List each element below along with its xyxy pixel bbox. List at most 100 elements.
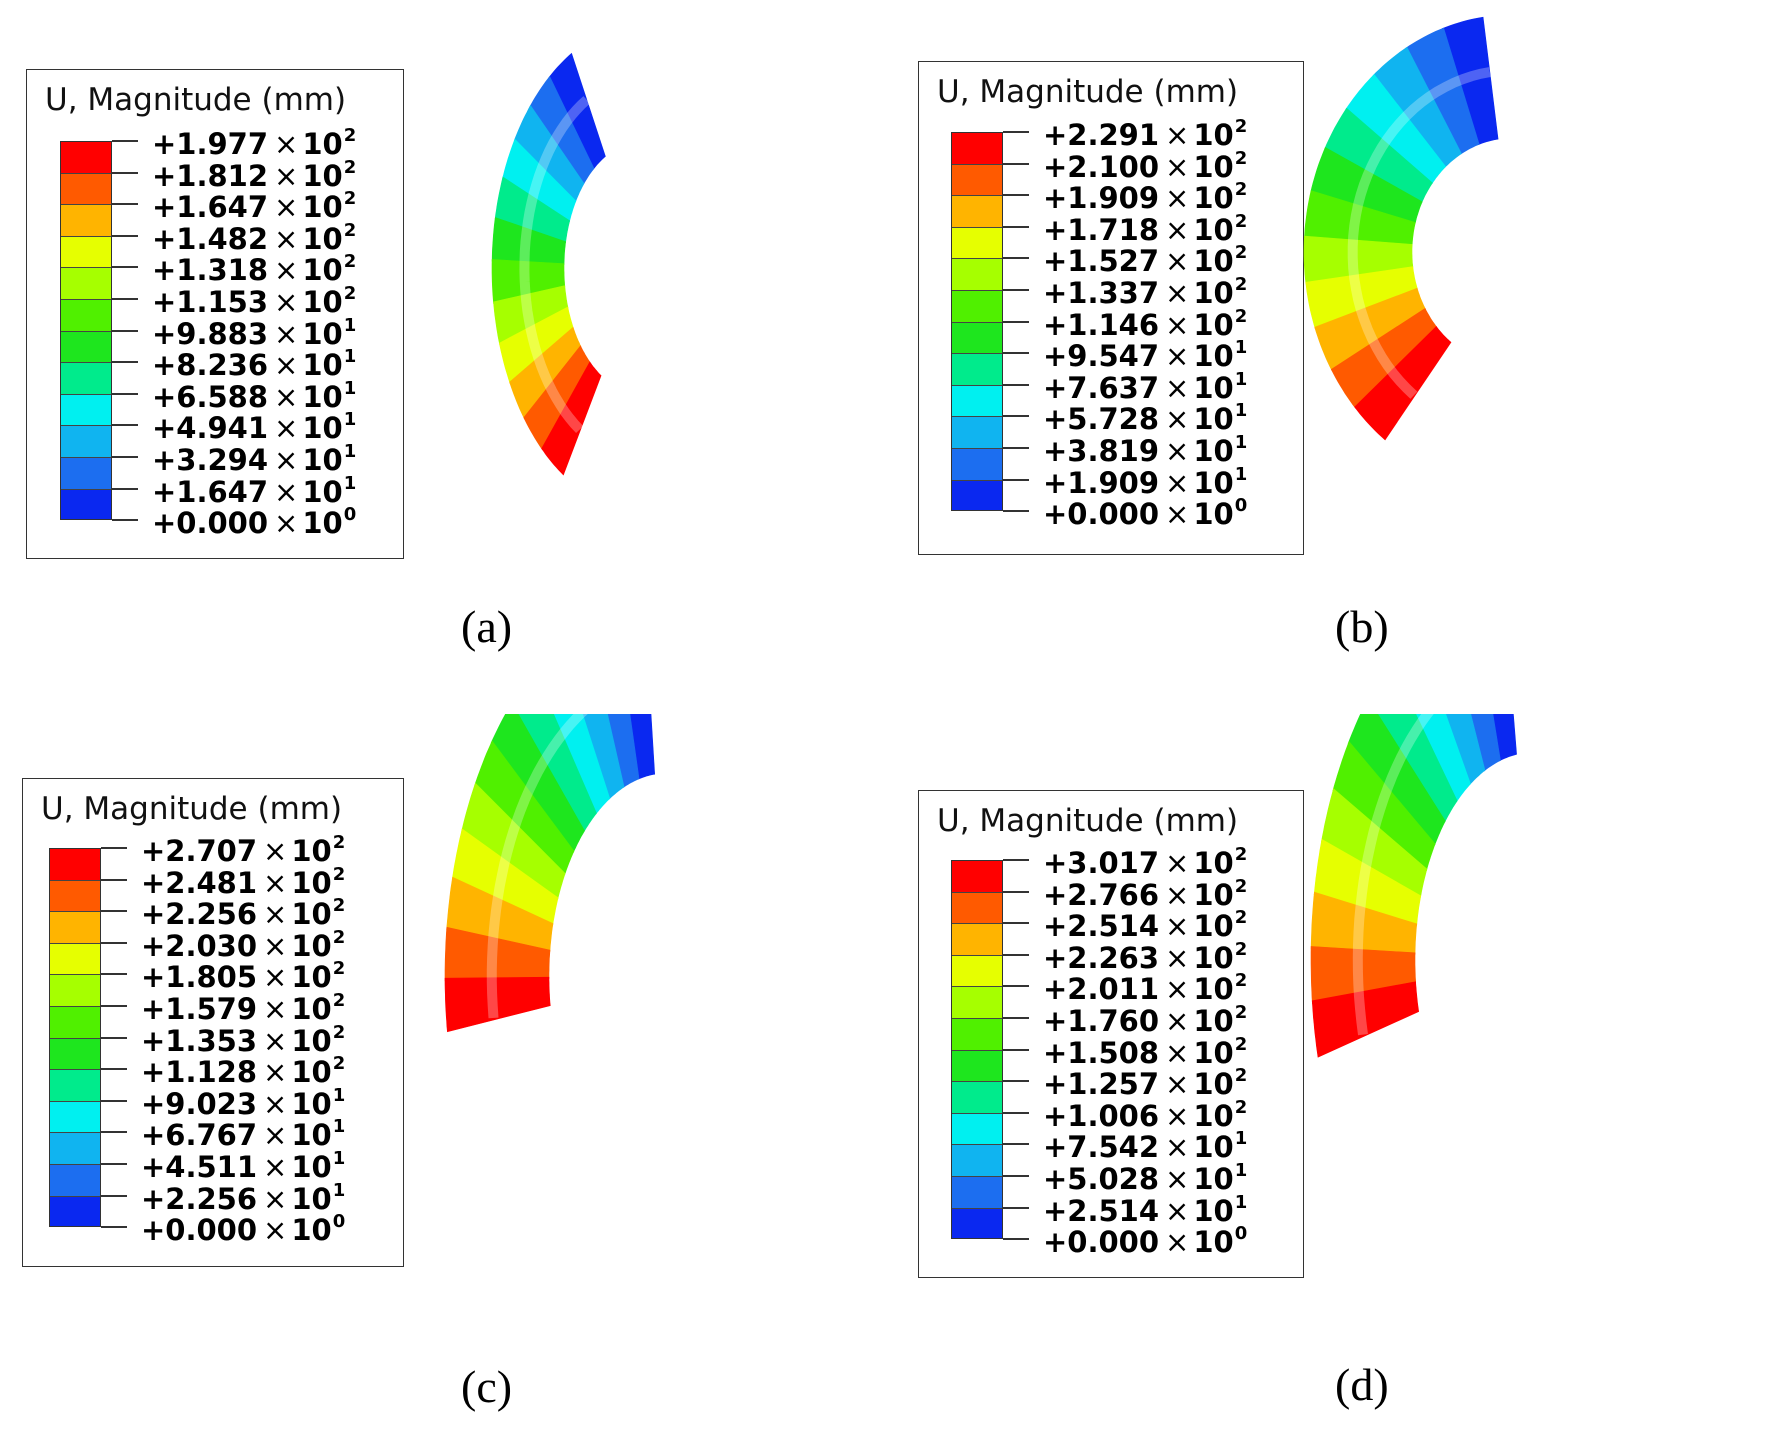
ramp-cell <box>951 1112 1003 1145</box>
power-exponent: 2 <box>332 926 346 948</box>
level-value: +3.294 <box>152 443 269 477</box>
level-label: +1.527 × 102 <box>1043 244 1247 276</box>
times-symbol: × <box>274 506 299 541</box>
ramp-tick <box>112 424 138 427</box>
power-base: 10 <box>1193 940 1234 975</box>
power-exponent: 1 <box>1234 400 1248 422</box>
power-exponent: 2 <box>332 958 346 980</box>
power-exponent: 0 <box>1234 495 1248 517</box>
times-symbol: × <box>1165 276 1190 310</box>
ramp-tick <box>1003 478 1029 481</box>
level-label: +9.023 × 101 <box>141 1086 345 1121</box>
level-label: +4.941 × 101 <box>152 411 356 443</box>
times-symbol: × <box>1165 1193 1190 1228</box>
times-symbol: × <box>274 190 299 225</box>
ramp-tick <box>112 361 138 364</box>
level-value: +1.579 <box>141 992 258 1026</box>
times-symbol: × <box>274 285 299 319</box>
ramp-tick <box>1003 162 1029 165</box>
power-exponent: 2 <box>1234 1096 1248 1118</box>
level-label: +2.481 × 102 <box>141 865 345 898</box>
ramp-tick <box>101 1226 127 1229</box>
ramp-tick <box>1003 257 1029 260</box>
power-base: 10 <box>1193 1098 1234 1133</box>
power-exponent: 0 <box>343 504 357 526</box>
level-value: +5.028 <box>1043 1162 1160 1196</box>
power-exponent: 1 <box>332 1116 346 1138</box>
times-symbol: × <box>263 1118 288 1153</box>
power-exponent: 1 <box>332 1148 346 1169</box>
level-value: +1.257 <box>1043 1067 1160 1102</box>
ramp-cell <box>951 954 1003 987</box>
level-label: +1.647 × 102 <box>152 190 356 222</box>
level-value: +1.805 <box>141 960 258 995</box>
power-exponent: 2 <box>1234 938 1248 960</box>
ramp-tick <box>1003 225 1029 228</box>
ramp-cell <box>60 393 112 426</box>
deformed-pipe-contour <box>491 52 606 476</box>
level-label: +6.588 × 101 <box>152 379 356 412</box>
level-label: +2.256 × 102 <box>141 897 345 929</box>
level-label: +5.728 × 101 <box>1043 402 1247 434</box>
power-base: 10 <box>291 1086 332 1121</box>
power-base: 10 <box>1193 877 1234 912</box>
ramp-tick <box>101 1036 127 1039</box>
ramp-tick <box>1003 383 1029 386</box>
level-value: +3.819 <box>1043 434 1160 468</box>
ramp-cell <box>951 416 1003 448</box>
ramp-tick <box>1003 922 1029 925</box>
ramp-tick <box>101 847 127 849</box>
level-value: +5.728 <box>1043 402 1160 437</box>
times-symbol: × <box>1165 877 1190 912</box>
level-label: +2.291 × 102 <box>1043 118 1247 150</box>
deformed-pipe-contour <box>1310 714 1517 1058</box>
ramp-cell <box>951 1018 1003 1050</box>
ramp-tick <box>101 1005 127 1007</box>
ramp-cell <box>951 1144 1003 1176</box>
level-value: +1.337 <box>1043 276 1160 310</box>
level-label: +1.909 × 101 <box>1043 465 1247 498</box>
ramp-cell <box>49 879 101 912</box>
contour-band <box>444 976 551 1033</box>
power-exponent: 2 <box>1234 970 1248 992</box>
legend-box: U, Magnitude (mm) +3.017 × 102 +2.766 × 102 +2… <box>918 790 1304 1278</box>
power-exponent: 1 <box>1234 1191 1248 1213</box>
power-exponent: 2 <box>1234 875 1248 897</box>
level-label: +2.514 × 102 <box>1043 909 1247 941</box>
level-value: +2.707 <box>141 834 258 868</box>
caption-d: (d) <box>1335 1359 1389 1410</box>
power-base: 10 <box>291 834 332 868</box>
times-symbol: × <box>274 253 299 288</box>
power-exponent: 2 <box>343 219 357 241</box>
ramp-tick <box>1003 953 1029 956</box>
power-exponent: 2 <box>343 283 357 304</box>
times-symbol: × <box>263 928 288 963</box>
level-label: +1.909 × 102 <box>1043 181 1247 213</box>
power-base: 10 <box>1193 370 1234 405</box>
ramp-cell <box>49 1164 101 1196</box>
panel-c: U, Magnitude (mm) +2.707 × 102 +2.481 × 102 +2… <box>0 714 895 1428</box>
level-label: +9.883 × 101 <box>152 316 356 349</box>
power-base: 10 <box>1193 1035 1234 1070</box>
times-symbol: × <box>1165 1225 1190 1260</box>
power-exponent: 2 <box>332 990 346 1011</box>
power-exponent: 1 <box>332 1179 346 1201</box>
times-symbol: × <box>1165 1067 1190 1102</box>
level-value: +1.006 <box>1043 1098 1160 1133</box>
level-value: +1.647 <box>152 190 269 225</box>
times-symbol: × <box>274 474 299 509</box>
power-base: 10 <box>291 960 332 995</box>
power-base: 10 <box>1193 1162 1234 1196</box>
level-value: +0.000 <box>1043 497 1160 532</box>
tube-highlight <box>486 714 588 1019</box>
level-label: +1.257 × 102 <box>1043 1067 1247 1099</box>
ramp-tick <box>101 1068 127 1071</box>
ramp-cell <box>60 235 112 268</box>
power-base: 10 <box>302 474 343 509</box>
power-exponent: 1 <box>343 441 357 462</box>
level-label: +1.128 × 102 <box>141 1055 345 1087</box>
ramp-tick <box>1003 352 1029 355</box>
ramp-cell <box>49 974 101 1006</box>
level-label: +2.263 × 102 <box>1043 938 1248 975</box>
level-label: +1.482 × 102 <box>152 219 357 254</box>
